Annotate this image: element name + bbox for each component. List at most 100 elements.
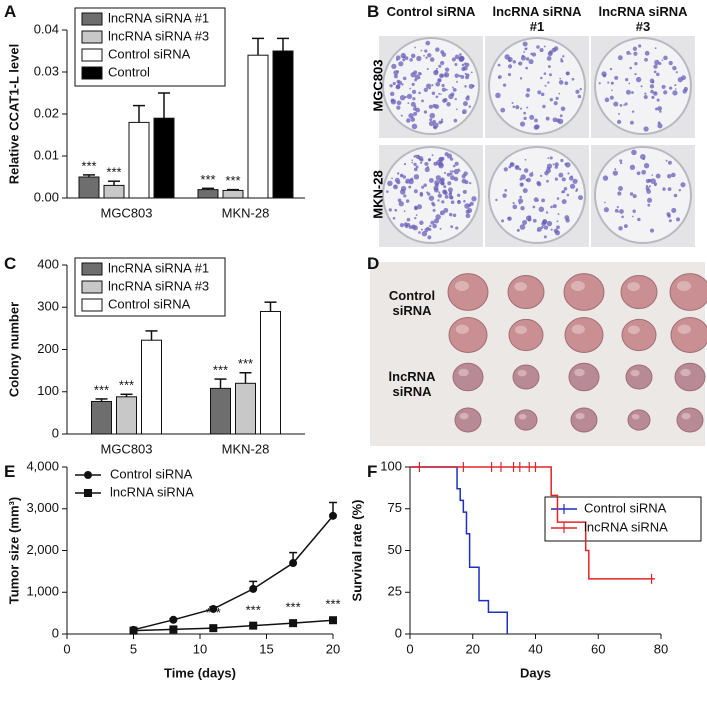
- tumor-highlight: [574, 368, 585, 377]
- colony: [642, 157, 645, 161]
- panel-label: D: [367, 254, 380, 273]
- bar: [210, 387, 231, 435]
- colony: [386, 190, 389, 193]
- colony: [396, 70, 400, 73]
- colony: [419, 161, 423, 164]
- y-tick-label: 100: [380, 458, 402, 473]
- colony: [463, 65, 468, 71]
- significance-label: ***: [119, 378, 134, 393]
- column-header: lncRNA siRNA #3: [598, 4, 688, 34]
- y-tick-label: 4,000: [26, 458, 59, 473]
- line: [133, 515, 334, 631]
- colony: [462, 101, 468, 107]
- colony: [427, 235, 432, 240]
- tumor-highlight: [631, 413, 640, 420]
- colony: [655, 173, 661, 179]
- x-tick-label: 20: [326, 641, 340, 656]
- colony: [413, 111, 418, 116]
- x-tick-label: 15: [259, 641, 273, 656]
- colony: [643, 126, 649, 132]
- colony: [519, 177, 523, 181]
- colony: [529, 114, 535, 120]
- colony: [440, 120, 444, 124]
- colony: [545, 116, 550, 121]
- colony: [403, 210, 406, 213]
- colony: [406, 217, 411, 222]
- colony: [667, 187, 672, 192]
- colony: [426, 191, 429, 194]
- tumor: [625, 364, 653, 390]
- tumor-highlight: [571, 324, 585, 335]
- legend-label: Control siRNA: [584, 500, 667, 515]
- point: [169, 625, 178, 634]
- colony: [531, 52, 537, 57]
- significance-label: ***: [213, 363, 228, 378]
- colony: [453, 168, 460, 175]
- colony: [423, 54, 425, 57]
- colony: [638, 44, 642, 48]
- colony: [621, 215, 624, 219]
- tumor-highlight: [677, 281, 691, 291]
- colony: [459, 53, 462, 56]
- colony: [425, 56, 428, 59]
- colony: [435, 67, 438, 70]
- colony: [528, 59, 534, 65]
- colony: [614, 208, 619, 213]
- colony: [457, 200, 461, 205]
- colony: [402, 76, 407, 81]
- colony: [468, 181, 472, 185]
- colony: [404, 95, 407, 99]
- colony: [454, 54, 460, 60]
- colony: [614, 75, 619, 80]
- row-header: MKN-28: [370, 170, 386, 219]
- y-axis-title: Relative CCAT1-L level: [6, 44, 21, 184]
- tumor-highlight: [677, 324, 691, 335]
- colony: [648, 185, 651, 188]
- colony: [545, 211, 549, 214]
- colony: [441, 52, 447, 57]
- legend-label: Control siRNA: [108, 46, 191, 61]
- colony: [445, 88, 448, 91]
- colony: [432, 208, 436, 212]
- colony: [646, 189, 652, 194]
- colony: [604, 97, 610, 103]
- colony: [402, 58, 406, 62]
- colony: [402, 175, 407, 179]
- colony: [444, 73, 447, 77]
- colony: [556, 225, 560, 230]
- colony: [609, 95, 614, 100]
- colony: [539, 48, 544, 53]
- colony: [560, 106, 566, 112]
- colony: [637, 217, 641, 222]
- colony: [414, 217, 417, 220]
- colony: [625, 89, 631, 95]
- significance-label: ***: [81, 158, 96, 173]
- colony: [434, 180, 440, 186]
- colony: [644, 92, 647, 95]
- colony: [654, 59, 660, 66]
- colony: [468, 83, 474, 89]
- colony: [672, 65, 677, 71]
- colony: [678, 188, 682, 192]
- colony: [575, 89, 580, 94]
- colony: [433, 122, 439, 128]
- legend-label: lncRNA siRNA: [110, 484, 194, 499]
- colony: [537, 90, 542, 95]
- colony: [440, 93, 442, 95]
- colony: [572, 178, 578, 184]
- y-tick-label: 2,000: [26, 542, 59, 557]
- colony: [536, 45, 540, 49]
- colony: [617, 55, 623, 61]
- colony: [631, 91, 634, 94]
- colony: [629, 53, 632, 55]
- tumor: [507, 274, 545, 310]
- colony: [674, 84, 677, 87]
- bar: [91, 400, 112, 435]
- legend-label: lncRNA siRNA #3: [108, 28, 209, 43]
- survival-curve: [410, 466, 655, 580]
- colony: [558, 80, 564, 85]
- colony: [407, 102, 410, 105]
- colony: [401, 83, 404, 86]
- colony: [446, 102, 451, 107]
